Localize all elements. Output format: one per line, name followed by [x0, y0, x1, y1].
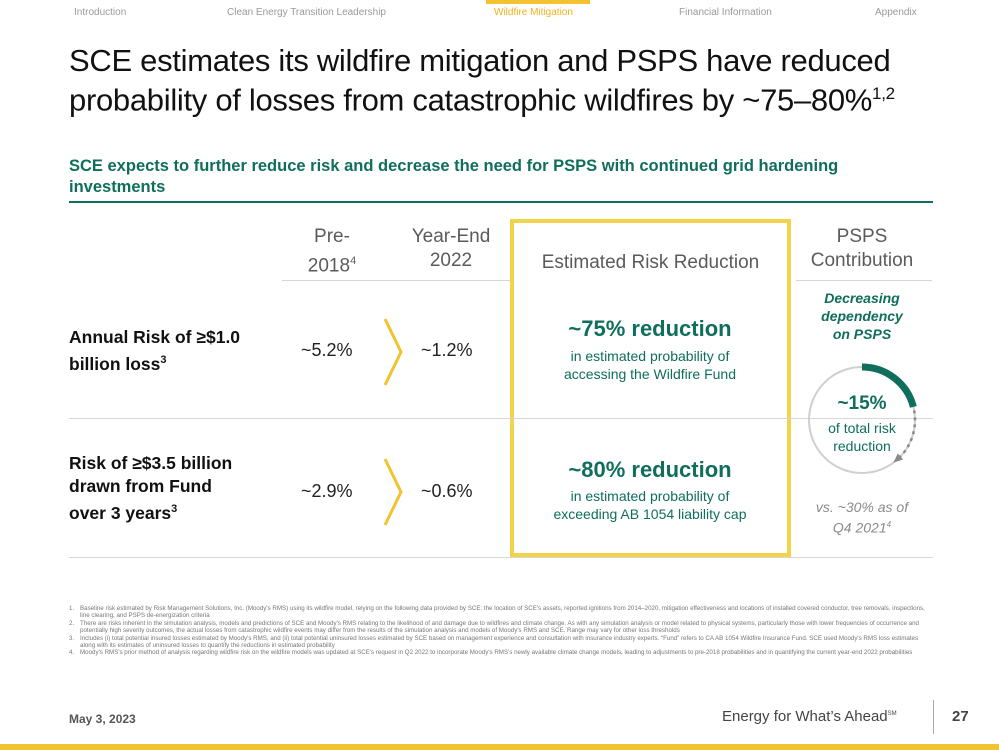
row2-footnote-ref: 3	[171, 503, 178, 515]
footnote-text: Includes (i) total potential insured los…	[80, 634, 919, 650]
subtitle-divider	[69, 201, 933, 203]
footer-divider	[933, 700, 934, 734]
row1-reduction-headline: ~75% reduction	[568, 316, 732, 341]
row1-pre-2018-value: ~5.2%	[301, 340, 353, 360]
table-row-divider	[69, 418, 933, 419]
footnote-item: 2. There are risks inherent in the simula…	[69, 620, 929, 635]
page-number: 27	[952, 708, 969, 725]
chevron-right-icon	[383, 458, 403, 526]
footer-date: May 3, 2023	[69, 712, 136, 726]
psps-share-line2: reduction	[833, 438, 891, 454]
row-label-annual-risk: Annual Risk of ≥$1.0 billion loss3	[69, 326, 240, 376]
footnotes: 1. Baseline risk estimated by Risk Manage…	[69, 605, 929, 657]
psps-share-ring	[808, 363, 917, 474]
nav-item-clean-energy[interactable]: Clean Energy Transition Leadership	[227, 7, 386, 18]
table-bottom-divider	[69, 557, 933, 558]
row2-reduction-detail: in estimated probability of exceeding AB…	[510, 487, 790, 523]
psps-share-label: of total risk reduction	[800, 419, 924, 455]
ring-psps-arc	[861, 363, 917, 408]
ring-arrow-icon	[893, 453, 904, 463]
row2-label-line1: Risk of ≥$3.5 billion	[69, 453, 233, 473]
column-header-ye-line1: Year-End	[411, 226, 491, 247]
row1-label-line2: billion loss	[69, 353, 161, 374]
bottom-accent-bar	[0, 744, 999, 750]
row2-reduction-headline: ~80% reduction	[568, 457, 732, 482]
section-subtitle: SCE expects to further reduce risk and d…	[69, 157, 839, 196]
footnote-text: There are risks inherent in the simulati…	[80, 619, 919, 635]
row1-label-line1: Annual Risk of ≥$1.0	[69, 327, 241, 347]
nav-item-introduction[interactable]: Introduction	[74, 7, 127, 18]
column-header-ye-line2: 2022	[429, 250, 473, 271]
page-title: SCE estimates its wildfire mitigation an…	[69, 44, 949, 116]
row1-reduction-line1: in estimated probability of	[570, 348, 730, 364]
footnote-item: 4. Moody's RMS's prior method of analysis…	[69, 649, 929, 656]
column-header-pre-line1: Pre-	[314, 226, 350, 247]
psps-share-value: ~15%	[837, 393, 887, 414]
title-line-2: probability of losses from catastrophic …	[69, 82, 873, 118]
row-label-fund-risk: Risk of ≥$3.5 billion drawn from Fund ov…	[69, 452, 232, 525]
section-nav: Introduction Clean Energy Transition Lea…	[0, 0, 999, 28]
column-header-pre-2018: Pre- 20184	[282, 225, 382, 278]
column-header-psps-contribution: PSPS Contribution	[796, 225, 928, 273]
footer-tagline-text: Energy for What’s Ahead	[722, 708, 888, 725]
title-line-1: SCE estimates its wildfire mitigation an…	[69, 43, 891, 78]
footer-service-mark: SM	[887, 711, 897, 717]
psps-prior-line2: Q4 2021	[832, 519, 887, 536]
psps-dependency-note: Decreasing dependency on PSPS	[800, 289, 924, 343]
column-header-psps-line1: PSPS	[836, 226, 888, 247]
row2-reduction-line1: in estimated probability of	[570, 488, 730, 504]
footnote-number: 1.	[69, 605, 75, 612]
nav-item-financial-information[interactable]: Financial Information	[679, 7, 772, 18]
footnote-number: 4.	[69, 649, 75, 657]
row2-label-line2: drawn from Fund	[69, 476, 212, 496]
nav-item-wildfire-mitigation[interactable]: Wildfire Mitigation	[494, 7, 573, 18]
footnote-number: 3.	[69, 634, 75, 642]
chevron-right-icon	[383, 318, 403, 386]
column-header-pre-footnote: 4	[350, 255, 357, 267]
row2-year-end-value: ~0.6%	[421, 481, 473, 501]
title-footnote-ref: 1,2	[872, 84, 895, 103]
psps-dependency-line1: Decreasing	[824, 290, 900, 306]
footnote-item: 3. Includes (i) total potential insured l…	[69, 635, 929, 650]
row1-footnote-ref: 3	[160, 354, 167, 366]
column-header-psps-line2: Contribution	[810, 250, 914, 271]
row2-pre-2018-value: ~2.9%	[301, 481, 353, 501]
footnote-number: 2.	[69, 619, 75, 627]
table-header-divider	[282, 280, 511, 281]
row2-label-line3: over 3 years	[69, 502, 172, 523]
column-header-year-end-2022: Year-End 2022	[393, 225, 509, 273]
nav-item-appendix[interactable]: Appendix	[875, 7, 917, 18]
row2-reduction-line2: exceeding AB 1054 liability cap	[553, 506, 747, 522]
psps-dependency-line3: on PSPS	[832, 326, 892, 342]
psps-prior-comparison: vs. ~30% as of Q4 20214	[800, 498, 924, 537]
psps-share-line1: of total risk	[828, 420, 896, 436]
psps-prior-footnote: 4	[886, 520, 892, 529]
psps-prior-line1: vs. ~30% as of	[815, 499, 909, 515]
column-header-estimated-risk-reduction: Estimated Risk Reduction	[541, 252, 760, 273]
column-header-pre-line2: 2018	[307, 255, 351, 277]
row1-year-end-value: ~1.2%	[421, 340, 473, 360]
row1-reduction-detail: in estimated probability of accessing th…	[510, 347, 790, 383]
table-header-divider-psps	[796, 280, 932, 281]
row1-reduction-line2: accessing the Wildfire Fund	[564, 366, 736, 382]
footer-tagline: Energy for What’s AheadSM	[722, 708, 897, 725]
nav-active-indicator	[486, 0, 590, 4]
risk-reduction-highlight-box	[510, 219, 791, 557]
footnote-text: Baseline risk estimated by Risk Manageme…	[80, 605, 925, 620]
psps-dependency-line2: dependency	[821, 308, 903, 324]
footnote-item: 1. Baseline risk estimated by Risk Manage…	[69, 605, 929, 620]
footnote-text: Moody's RMS's prior method of analysis r…	[80, 649, 913, 657]
